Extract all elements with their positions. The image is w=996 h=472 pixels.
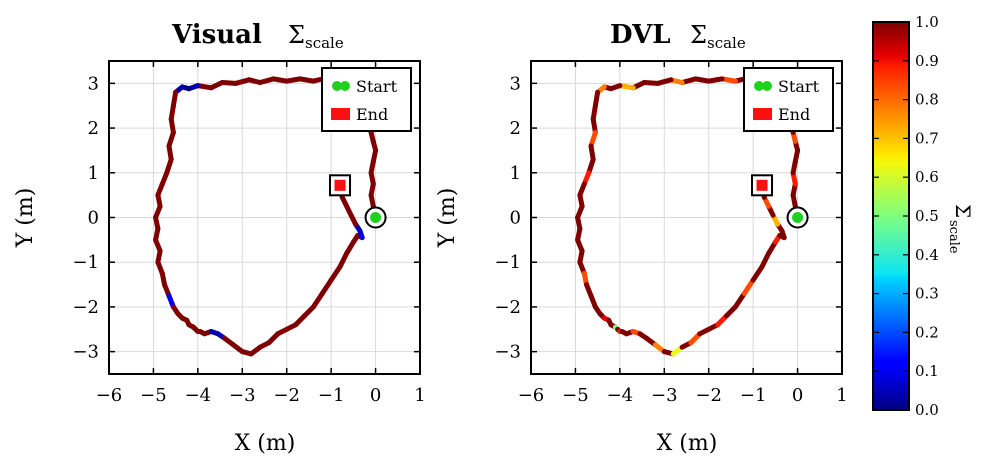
trajectory-line bbox=[575, 75, 801, 357]
panel-title-subscript: scale bbox=[707, 34, 746, 52]
panel-title: DVL bbox=[610, 20, 671, 50]
legend-start-marker bbox=[754, 81, 764, 91]
x-tick-label: −2 bbox=[695, 385, 722, 406]
legend-start-label: Start bbox=[356, 77, 398, 96]
y-axis-label: Y (m) bbox=[13, 188, 38, 249]
legend-end-label: End bbox=[778, 105, 810, 124]
y-tick-label: 1 bbox=[510, 163, 521, 184]
y-tick-label: 1 bbox=[88, 163, 99, 184]
colorbar-tick-label: 0.7 bbox=[915, 129, 939, 147]
legend-box bbox=[743, 67, 834, 132]
y-tick-label: −1 bbox=[72, 252, 99, 273]
axes-frame bbox=[108, 60, 421, 375]
y-axis-label: Y (m) bbox=[435, 188, 460, 249]
colorbar-tick-label: 0.0 bbox=[915, 401, 939, 419]
visual-panel: Visual Σ scale −6 −5 −4 −3 −2 −1 0 1−3−2−10123 … bbox=[13, 20, 426, 456]
start-marker bbox=[792, 212, 804, 223]
colorbar-tick-label: 0.8 bbox=[915, 91, 939, 109]
axis-ticks: −6 −5 −4 −3 −2 −1 0 1 −3 −2 −1 0 1 2 3 bbox=[494, 61, 848, 406]
trajectory-segment bbox=[750, 264, 765, 283]
x-tick-label: −2 bbox=[273, 385, 300, 406]
legend-box bbox=[321, 67, 412, 132]
legend-start-marker bbox=[762, 81, 772, 91]
x-tick-label: 1 bbox=[836, 385, 847, 406]
y-tick-label: −3 bbox=[494, 342, 521, 363]
panel-title: Visual bbox=[171, 20, 262, 50]
x-tick-label: −1 bbox=[740, 385, 767, 406]
axes-frame bbox=[530, 60, 843, 375]
dvl-panel: DVL Σ scale −6 −5 −4 −3 −2 −1 0 1 −3 −2 −1 0 1 2 3 Sta… bbox=[435, 20, 848, 456]
legend-start-marker bbox=[332, 81, 342, 91]
colorbar-tick-label: 0.5 bbox=[915, 207, 939, 225]
legend: Start End bbox=[743, 67, 834, 132]
panel-title-symbol: Σ bbox=[288, 21, 305, 49]
x-tick-label: −5 bbox=[562, 385, 589, 406]
trajectory-segment bbox=[328, 264, 343, 283]
legend-start-marker bbox=[340, 81, 350, 91]
end-marker bbox=[756, 179, 768, 191]
x-tick-label: −6 bbox=[96, 385, 123, 406]
y-tick-label: −3 bbox=[72, 342, 99, 363]
x-axis-label: X (m) bbox=[235, 431, 296, 456]
x-axis-label: X (m) bbox=[657, 431, 718, 456]
y-tick-label: 2 bbox=[510, 118, 521, 139]
y-tick-label: −2 bbox=[72, 297, 99, 318]
trajectory-segment bbox=[310, 291, 325, 310]
colorbar-label-subscript: scale bbox=[946, 220, 961, 254]
markers bbox=[751, 174, 809, 229]
x-tick-label: −3 bbox=[229, 385, 256, 406]
x-tick-label: −5 bbox=[140, 385, 167, 406]
y-tick-label: 2 bbox=[88, 118, 99, 139]
y-tick-label: 3 bbox=[88, 73, 99, 94]
x-tick-label: −1 bbox=[318, 385, 345, 406]
colorbar-tick-label: 1.0 bbox=[915, 13, 939, 31]
colorbar: 0.0 0.1 0.2 0.3 0.4 0.5 0.6 0.7 0.8 0.9 1.0 Σ scal… bbox=[872, 13, 975, 419]
y-tick-label: 0 bbox=[510, 208, 521, 229]
x-tick-label: 0 bbox=[792, 385, 803, 406]
start-marker bbox=[370, 212, 382, 223]
y-tick-label: −2 bbox=[494, 297, 521, 318]
colorbar-label-symbol: Σ bbox=[951, 204, 975, 218]
trajectory-segment bbox=[319, 277, 334, 296]
colorbar-tick-label: 0.2 bbox=[915, 323, 939, 341]
legend-end-marker bbox=[331, 108, 350, 120]
panel-title-subscript: scale bbox=[305, 34, 344, 52]
colorbar-ticks: 0.0 0.1 0.2 0.3 0.4 0.5 0.6 0.7 0.8 0.9 1.0 bbox=[873, 13, 939, 419]
y-tick-label: 3 bbox=[510, 73, 521, 94]
legend-end-label: End bbox=[356, 105, 388, 124]
x-tick-label: −4 bbox=[185, 385, 212, 406]
legend-start-label: Start bbox=[778, 77, 820, 96]
colorbar-label: Σ scale bbox=[946, 204, 975, 254]
end-marker bbox=[334, 179, 346, 191]
legend-end-marker bbox=[753, 108, 772, 120]
colorbar-tick-label: 0.4 bbox=[915, 246, 939, 264]
x-tick-label: −6 bbox=[518, 385, 545, 406]
axis-ticks: −6 −5 −4 −3 −2 −1 0 1 −3 −2 −1 0 1 2 3 bbox=[72, 61, 426, 406]
x-tick-label: 1 bbox=[414, 385, 425, 406]
colorbar-tick-label: 0.9 bbox=[915, 52, 939, 70]
panel-title-symbol: Σ bbox=[690, 21, 707, 49]
x-tick-label: 0 bbox=[370, 385, 381, 406]
legend: Start End bbox=[321, 67, 412, 132]
trajectory-segment bbox=[732, 291, 747, 310]
colorbar-tick-label: 0.6 bbox=[915, 168, 939, 186]
y-tick-label: −1 bbox=[494, 252, 521, 273]
y-tick-label: 0 bbox=[88, 208, 99, 229]
x-tick-label: −3 bbox=[651, 385, 678, 406]
colorbar-tick-label: 0.3 bbox=[915, 285, 939, 303]
markers bbox=[329, 174, 387, 229]
x-tick-label: −4 bbox=[607, 385, 634, 406]
colorbar-tick-label: 0.1 bbox=[915, 362, 939, 380]
trajectory-segment bbox=[741, 277, 756, 296]
